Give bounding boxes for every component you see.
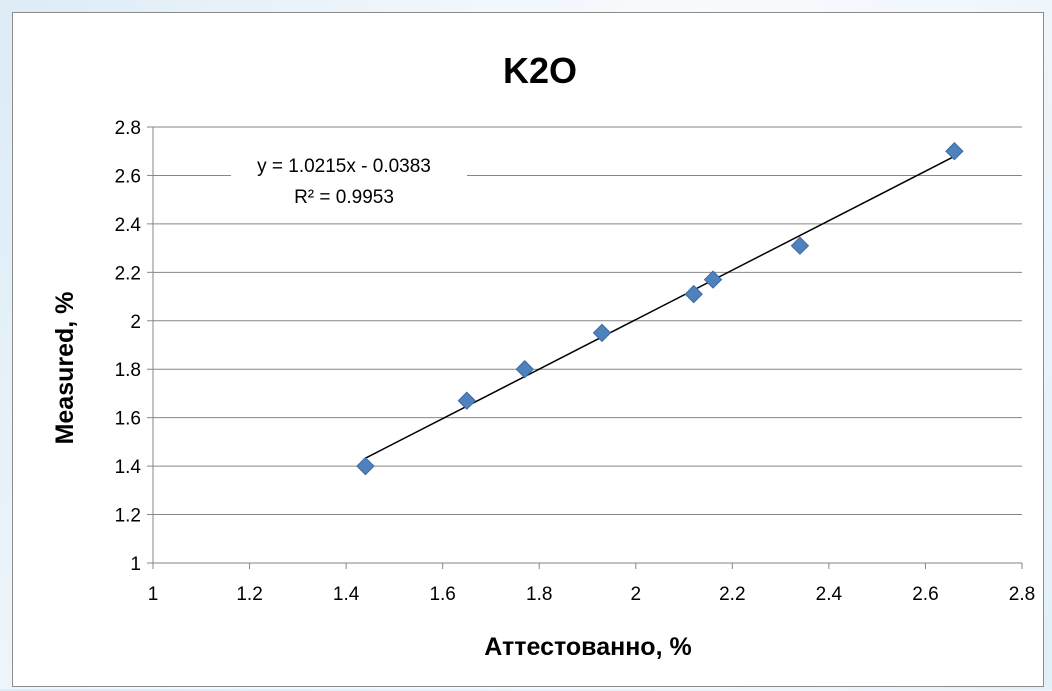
chart-area: K2O 1 1.2 1.4 1.6 1.8 2 2.2 2.4 2.6 2.8 1 1.2 1.4 1.… [12, 12, 1044, 687]
data-point [945, 142, 964, 161]
x-tick-label: 2 [630, 584, 641, 605]
trendline-r-squared: R² = 0.9953 [294, 187, 394, 208]
data-point [703, 270, 723, 289]
data-point [457, 391, 477, 410]
y-tick-labels: 1 1.2 1.4 1.6 1.8 2 2.2 2.4 2.6 2.8 [115, 118, 142, 575]
x-tick-label: 1.4 [333, 584, 360, 605]
x-tick-label: 2.2 [719, 584, 745, 605]
data-point [515, 360, 534, 379]
y-tick-label: 2 [130, 312, 141, 333]
x-tick-label: 1.8 [526, 584, 552, 605]
trendline [365, 155, 955, 459]
y-tick-label: 2.2 [115, 263, 141, 284]
x-tick-labels: 1 1.2 1.4 1.6 1.8 2 2.2 2.4 2.6 2.8 [148, 584, 1036, 605]
axes [147, 126, 1023, 569]
y-axis-title: Measured, % [51, 292, 79, 445]
x-tick-label: 2.4 [816, 584, 843, 605]
y-tick-label: 2.8 [115, 118, 141, 139]
chart-title: K2O [503, 50, 577, 91]
data-point [684, 284, 703, 304]
scatter-chart: K2O 1 1.2 1.4 1.6 1.8 2 2.2 2.4 2.6 2.8 1 1.2 1.4 1.… [51, 50, 1036, 661]
data-points [356, 142, 964, 476]
x-tick-label: 1 [148, 584, 159, 605]
x-tick-label: 2.8 [1009, 584, 1035, 605]
trendline-label-background [231, 149, 467, 211]
y-tick-label: 1.4 [115, 457, 142, 478]
y-tick-label: 2.6 [115, 166, 141, 187]
y-tick-label: 2.4 [115, 215, 142, 236]
x-axis-title: Аттестованно, % [484, 633, 691, 661]
data-point [790, 236, 810, 255]
data-point [592, 323, 612, 343]
y-tick-label: 1.8 [115, 360, 141, 381]
x-tick-label: 1.2 [236, 584, 262, 605]
trendline-equation: y = 1.0215x - 0.0383 [257, 156, 431, 177]
y-tick-label: 1.6 [115, 409, 141, 430]
y-tick-label: 1.2 [115, 506, 141, 527]
x-tick-label: 2.6 [912, 584, 938, 605]
x-tick-label: 1.6 [429, 584, 455, 605]
trendline-layer [365, 155, 955, 459]
data-point [356, 456, 375, 476]
y-tick-label: 1 [130, 554, 141, 575]
